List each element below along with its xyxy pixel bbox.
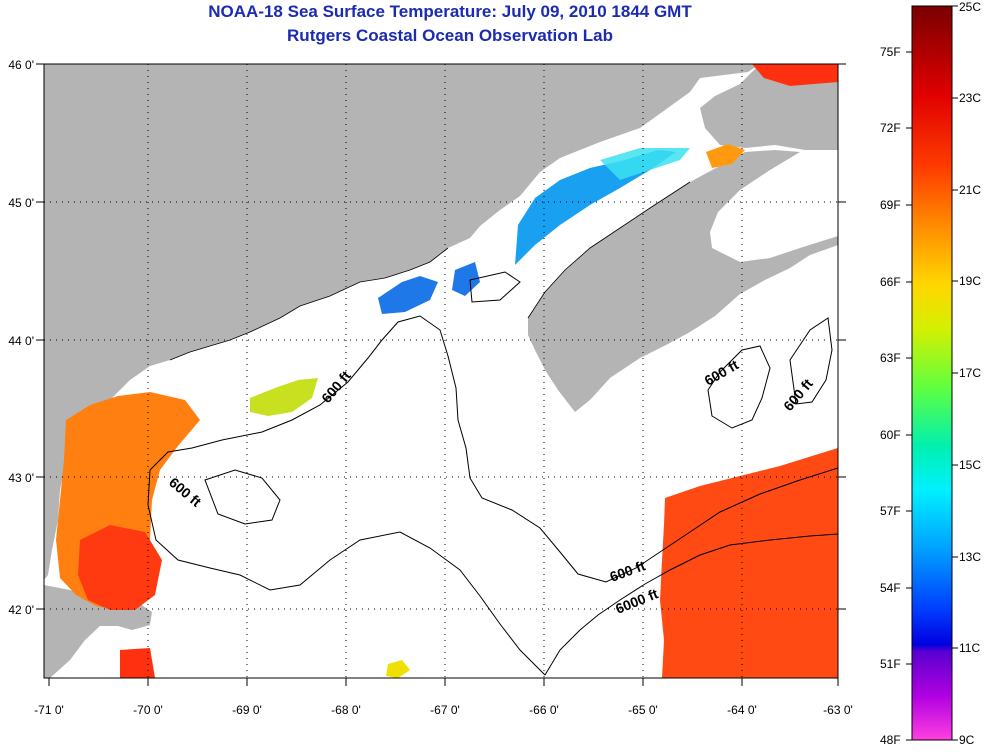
fahrenheit-label: 57F [880,504,901,518]
contour-600ft-scotian-shelf [707,345,771,429]
land-maine-new-england [44,64,760,580]
lon-label: -66 0' [529,703,559,717]
lon-label: -71 0' [34,703,64,717]
colorbar-ticks [906,5,958,741]
contour-600ft-emerald-basin [789,317,833,405]
map-subtitle: Rutgers Coastal Ocean Observation Lab [287,26,613,45]
lat-label: 44 0' [8,334,34,348]
sst-bay-of-fundy-cyan [600,148,690,180]
celsius-label: 17C [959,366,981,380]
fahrenheit-label: 51F [880,657,901,671]
sst-nova-scotia-shelf-red [752,64,838,86]
lon-label: -64 0' [727,703,757,717]
contour-600ft-gulf-of-maine [149,315,838,583]
land-nova-scotia [528,150,838,412]
sst-massachusetts-bay-red [78,525,162,610]
fahrenheit-label: 48F [880,733,901,747]
fahrenheit-label: 72F [880,121,901,135]
fahrenheit-label: 60F [880,428,901,442]
celsius-label: 11C [959,641,980,655]
colorbar-fahrenheit-labels: 75F 72F 69F 66F 63F 60F 57F 54F 51F 48F [880,45,901,747]
fahrenheit-label: 69F [880,198,901,212]
celsius-label: 13C [959,550,981,564]
sst-cape-cod-south-red [120,648,155,678]
lon-label: -65 0' [628,703,658,717]
map-area: 600 ft 600 ft 600 ft 600 ft 600 ft 6000 … [44,64,838,678]
sst-georges-bank-gulf-stream [660,448,838,678]
contour-600ft-georges [147,469,546,676]
fahrenheit-label: 66F [880,275,901,289]
latitude-labels: 46 0' 45 0' 44 0' 43 0' 42 0' [8,58,34,617]
contour-inner-basin [204,469,281,525]
lat-label: 42 0' [8,603,34,617]
fahrenheit-label: 75F [880,45,901,59]
lon-label: -67 0' [430,703,460,717]
colorbar-celsius-labels: 25C 23C 21C 19C 17C 15C 13C 11C 9C [959,0,981,747]
bathymetry-contours [147,271,838,676]
map-title: NOAA-18 Sea Surface Temperature: July 09… [208,2,692,21]
lon-label: -68 0' [331,703,361,717]
lon-label: -70 0' [133,703,163,717]
celsius-label: 25C [959,0,981,14]
map-frame [43,63,839,679]
longitude-labels: -71 0' -70 0' -69 0' -68 0' -67 0' -66 0… [34,703,853,717]
lon-label: -63 0' [823,703,853,717]
lat-label: 43 0' [8,471,34,485]
sst-maine-coast-blue [378,276,438,314]
celsius-label: 21C [959,183,981,197]
fahrenheit-label: 63F [880,351,901,365]
lat-label: 46 0' [8,58,34,72]
contour-jordan-basin [469,271,521,303]
fahrenheit-label: 54F [880,581,901,595]
celsius-label: 9C [959,733,975,747]
sst-isolated-yellow-patch [386,660,410,678]
lat-label: 45 0' [8,196,34,210]
celsius-label: 19C [959,274,981,288]
celsius-label: 15C [959,458,981,472]
celsius-label: 23C [959,91,981,105]
land-new-brunswick-north [700,64,838,150]
coastlines [169,181,691,361]
sst-minas-basin-warm [706,144,745,168]
sst-grand-manan-blue [452,262,480,296]
axis-ticks [36,63,846,686]
graticule [44,64,838,678]
sst-jeffreys-ledge-yellow [250,378,318,416]
lon-label: -69 0' [232,703,262,717]
contour-6000ft-slope [544,533,838,676]
colorbar [911,5,953,741]
